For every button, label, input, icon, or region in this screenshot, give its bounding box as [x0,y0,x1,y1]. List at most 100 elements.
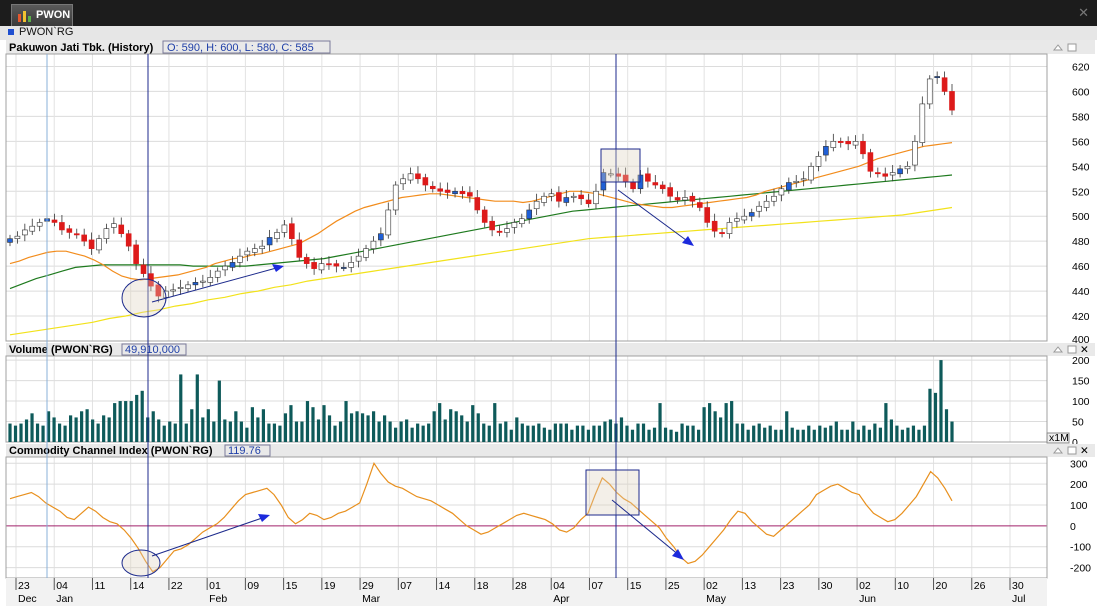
candle-body [385,209,392,236]
chart-area[interactable]: Pakuwon Jati Tbk. (History) O: 590, H: 6… [0,40,1097,606]
candle-body [667,187,673,197]
candle-body [415,173,421,180]
candle-body [185,284,191,289]
candle-body [652,182,659,186]
candle [81,228,87,247]
candle [556,186,562,208]
volume-bar [856,429,860,442]
volume-bar [708,403,712,442]
cci-y-axis: -200 -100 0 100 200 300 [1070,458,1091,574]
volume-bar [559,423,563,442]
volume-bar [41,425,45,442]
candle [800,171,807,187]
close-icon[interactable]: ✕ [1078,5,1089,20]
candle [504,221,510,238]
volume-bar [862,425,866,442]
candle [88,232,95,255]
date-tick-label: 14 [133,580,145,592]
candle [548,188,555,202]
volume-bar [730,401,734,442]
collapse-panel-icon[interactable] [1052,447,1064,454]
candle-body [504,228,510,233]
price-panel-controls[interactable] [1052,43,1077,52]
close-panel-icon[interactable]: ✕ [1080,445,1089,457]
maximize-panel-icon[interactable] [1067,43,1077,52]
candle [682,190,688,205]
candle-body [867,152,874,172]
candle-body [274,232,280,239]
volume-bar [140,390,144,442]
annotation-ellipse-cci [121,549,161,577]
candle-body [96,238,102,251]
candle-body [556,192,562,202]
volume-bar [603,421,607,442]
candle-body [229,262,236,268]
candle [59,214,65,235]
date-month-label: Dec [18,593,37,605]
volume-bar [223,419,227,442]
ohlc-readout: O: 590, H: 600, L: 580, C: 585 [167,42,314,54]
volume-bar [840,429,844,442]
candle-body [548,193,555,197]
candle-body [207,277,214,283]
candle-body [22,229,28,236]
candle-body [489,220,495,231]
volume-bar [30,413,34,442]
cci-tick-label: -200 [1070,563,1091,575]
volume-bar [515,417,519,442]
volume-bar [234,411,238,442]
candle [73,228,80,239]
price-tick-label: 440 [1072,286,1090,298]
volume-bar [454,411,458,442]
collapse-panel-icon[interactable] [1052,346,1064,353]
tab-pwon[interactable]: PWON [11,4,73,26]
candle-body [622,174,629,182]
candle [118,217,125,238]
volume-bar [289,405,293,442]
date-tick-label: 26 [974,580,986,592]
candle [244,247,251,262]
candle-body [289,223,295,239]
candle-body [741,215,748,221]
volume-bar [371,411,376,442]
candle [511,218,518,234]
price-tick-label: 520 [1072,186,1090,198]
candle-body [222,265,228,271]
volume-bar [449,409,453,442]
candle [741,208,748,224]
volume-tick-label: 150 [1072,376,1090,388]
volume-bar [647,429,651,442]
volume-bar [630,429,635,442]
date-tick-label: 18 [477,580,489,592]
candle [200,274,206,288]
candle-body [392,184,399,211]
volume-bar [735,423,739,442]
maximize-panel-icon[interactable] [1067,446,1077,455]
volume-bar [272,423,277,442]
collapse-panel-icon[interactable] [1052,44,1064,51]
volume-bar [851,421,855,442]
volume-bar [895,425,899,442]
candle-body [645,173,651,182]
date-tick-label: 01 [209,580,221,592]
candle [786,177,792,194]
volume-bar [278,425,282,442]
candle-body [177,287,184,289]
close-panel-icon[interactable]: ✕ [1080,344,1089,356]
maximize-panel-icon[interactable] [1067,345,1077,354]
candle [22,223,28,242]
candle-body [66,228,73,233]
candle-body [756,205,762,212]
volume-bar [212,421,216,442]
symbol-label[interactable]: PWON`RG [19,26,74,38]
candle [51,213,58,227]
date-tick-label: 19 [324,580,336,592]
date-tick-label: 04 [56,580,68,592]
arrowhead [672,549,684,560]
candle-body [73,233,80,236]
candle [652,175,659,189]
candle [697,197,703,212]
candle-body [407,173,414,181]
candle-body [949,91,955,111]
volume-bar [900,429,905,442]
